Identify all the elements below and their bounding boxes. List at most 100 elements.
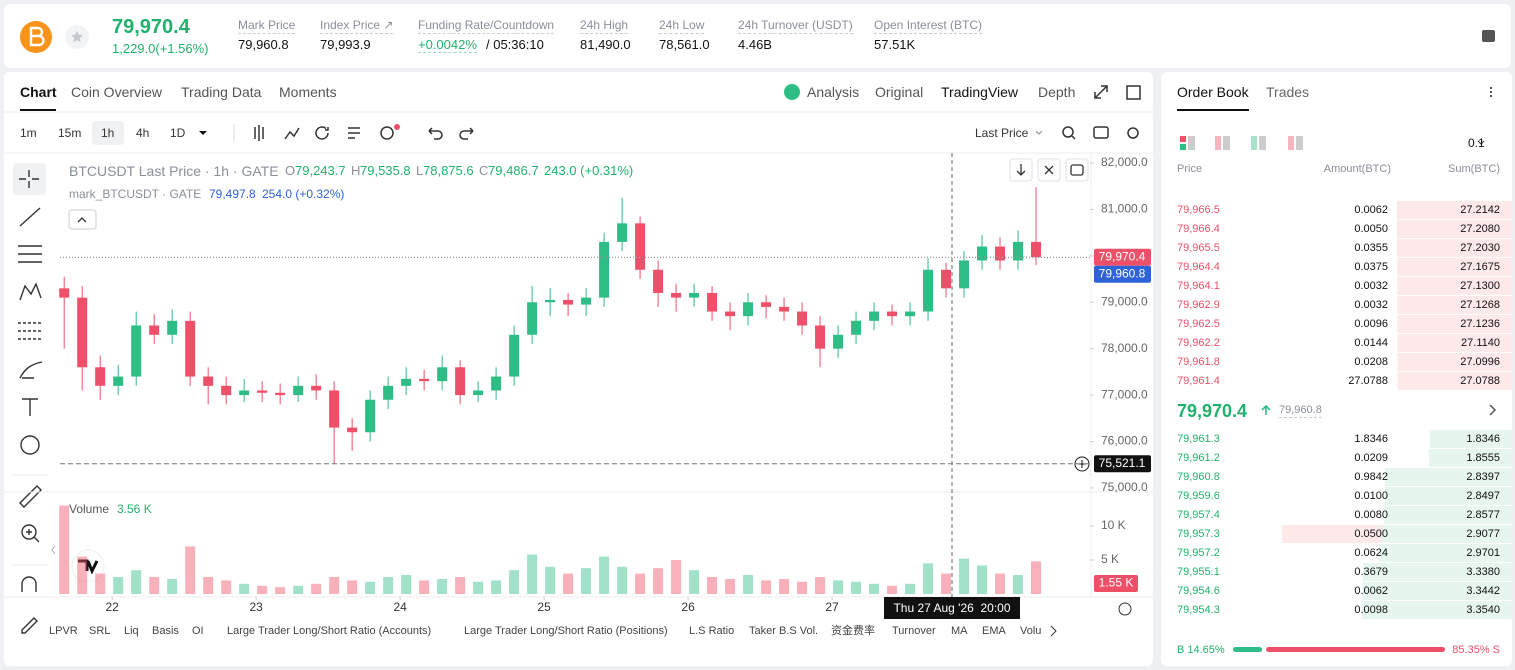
ob-sum: 27.1236 <box>1460 318 1500 330</box>
indicator[interactable]: MA <box>951 625 968 637</box>
indicator[interactable]: Turnover <box>892 625 936 637</box>
ob-price[interactable]: 79,959.6 <box>1177 490 1220 502</box>
emoji-tool[interactable] <box>20 435 40 455</box>
volume-bar <box>779 579 790 594</box>
indicator[interactable]: SRL <box>89 625 111 637</box>
text-tool[interactable] <box>22 398 38 416</box>
tab[interactable]: Chart <box>20 84 57 100</box>
replay-icon[interactable] <box>315 126 329 140</box>
settings-icon[interactable] <box>1127 127 1139 139</box>
ob-price[interactable]: 79,957.4 <box>1177 509 1220 521</box>
ob-price[interactable]: 79,955.1 <box>1177 566 1220 578</box>
view-tab[interactable]: Original <box>875 84 924 100</box>
indicator[interactable]: OI <box>192 625 204 637</box>
view-tab[interactable]: Depth <box>1038 84 1076 100</box>
ob-price[interactable]: 79,964.4 <box>1177 261 1220 273</box>
ob-price[interactable]: 79,964.1 <box>1177 280 1220 292</box>
trend-tool[interactable] <box>19 207 41 227</box>
window-icon[interactable] <box>1126 85 1141 100</box>
indicator[interactable]: Liq <box>124 625 139 637</box>
zoom-tool[interactable] <box>21 524 37 540</box>
volume-bar <box>581 568 592 594</box>
depth-bar <box>1397 220 1512 238</box>
price-type[interactable]: Last Price <box>975 126 1029 140</box>
interval[interactable]: 15m <box>58 126 82 140</box>
tab[interactable]: Trading Data <box>181 84 262 100</box>
caret[interactable] <box>199 131 207 135</box>
ob-price[interactable]: 79,966.4 <box>1177 223 1220 235</box>
ob-amount: 0.0209 <box>1354 452 1388 464</box>
camera-icon[interactable] <box>1093 126 1109 139</box>
candle-icon[interactable] <box>254 125 264 141</box>
fib-tool[interactable] <box>18 245 42 263</box>
indicator-icon[interactable] <box>284 127 300 140</box>
candle-body <box>455 367 466 396</box>
scroll-arrow[interactable] <box>1050 625 1057 637</box>
indicator[interactable]: Large Trader Long/Short Ratio (Positions… <box>464 625 668 637</box>
button[interactable] <box>1037 158 1061 182</box>
add-icon[interactable] <box>380 126 394 140</box>
caret[interactable] <box>1477 140 1485 145</box>
precision[interactable]: 0.1 <box>1468 136 1485 150</box>
x-tick-label: 23 <box>249 600 263 614</box>
ob-price[interactable]: 79,954.6 <box>1177 585 1220 597</box>
ob-price[interactable]: 79,961.4 <box>1177 375 1220 387</box>
tab[interactable]: Coin Overview <box>71 84 163 100</box>
ob-price[interactable]: 79,961.2 <box>1177 452 1220 464</box>
menu-dots[interactable] <box>1490 87 1492 97</box>
ob-sum: 27.1140 <box>1461 337 1500 349</box>
indicator[interactable]: LPVR <box>49 625 78 637</box>
ob-price[interactable]: 79,957.3 <box>1177 528 1220 540</box>
template-icon[interactable] <box>348 127 360 139</box>
ob-price[interactable]: 79,962.9 <box>1177 299 1220 311</box>
indicator[interactable]: Basis <box>152 625 179 637</box>
pattern-tool[interactable] <box>19 282 42 301</box>
ob-tab[interactable]: Trades <box>1266 84 1310 100</box>
undo-icon[interactable] <box>428 127 443 140</box>
view-tab[interactable]: Analysis <box>807 84 860 100</box>
interval[interactable]: 1h <box>101 126 115 140</box>
redo-icon[interactable] <box>459 127 474 140</box>
ob-price[interactable]: 79,961.3 <box>1177 433 1220 445</box>
depth-bar <box>1379 544 1512 562</box>
ob-price[interactable]: 79,962.2 <box>1177 337 1220 349</box>
button[interactable] <box>1009 158 1033 182</box>
collapse-button[interactable] <box>68 209 97 230</box>
indicator[interactable]: 资金费率 <box>831 625 875 637</box>
chevron[interactable] <box>1489 404 1497 416</box>
pane-arrow[interactable] <box>51 545 56 555</box>
caret[interactable] <box>1035 130 1043 135</box>
search-icon[interactable] <box>1062 126 1074 138</box>
projection-tool[interactable] <box>18 322 42 340</box>
ob-price[interactable]: 79,961.8 <box>1177 356 1220 368</box>
interval[interactable]: 4h <box>136 126 150 140</box>
indicator[interactable]: EMA <box>982 625 1006 637</box>
interval[interactable]: 1D <box>170 126 186 140</box>
candle-body <box>1013 241 1024 261</box>
ob-price[interactable]: 79,957.2 <box>1177 547 1220 559</box>
interval[interactable]: 1m <box>20 126 37 140</box>
ob-price[interactable]: 79,966.5 <box>1177 204 1220 216</box>
ob-price[interactable]: 79,954.3 <box>1177 604 1220 616</box>
ob-tab[interactable]: Order Book <box>1177 84 1249 100</box>
view-tab[interactable]: TradingView <box>941 84 1019 100</box>
tab[interactable]: Moments <box>279 84 337 100</box>
y-tick-label: 82,000.0 <box>1101 155 1148 169</box>
indicator[interactable]: L.S Ratio <box>689 625 735 637</box>
ob-price[interactable]: 79,962.5 <box>1177 318 1220 330</box>
indicator[interactable]: Taker B.S Vol. <box>749 625 819 637</box>
expand-icon[interactable] <box>1094 85 1108 99</box>
magnet-tool[interactable] <box>21 576 37 592</box>
ob-price[interactable]: 79,965.5 <box>1177 242 1220 254</box>
book-icon[interactable] <box>1482 30 1495 42</box>
ob-price[interactable]: 79,960.8 <box>1177 471 1220 483</box>
stat-value: 78,561.0 <box>659 37 710 52</box>
button[interactable] <box>1065 158 1089 182</box>
brush-tool[interactable] <box>19 361 43 379</box>
indicator[interactable]: Volu <box>1020 625 1042 637</box>
crosshair-tool[interactable] <box>19 170 39 188</box>
stat-value: +0.0042% <box>418 37 477 53</box>
axis-settings[interactable] <box>1118 602 1132 616</box>
indicator[interactable]: Large Trader Long/Short Ratio (Accounts) <box>227 625 432 637</box>
pencil-tool[interactable] <box>21 617 38 634</box>
